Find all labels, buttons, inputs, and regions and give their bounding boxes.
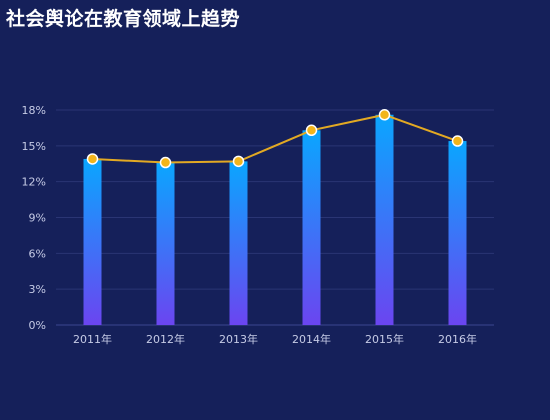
y-axis-tick-labels: 0% 3% 6% 9% 12% 15% 18%: [22, 104, 46, 332]
y-tick-label: 15%: [22, 140, 46, 153]
trend-marker-2015年: [378, 109, 391, 121]
y-tick-label: 12%: [22, 176, 46, 189]
trend-marker-2011年: [86, 153, 99, 165]
trend-marker-2013年: [232, 155, 245, 168]
x-tick-label: 2015年: [365, 332, 404, 346]
y-tick-label: 0%: [29, 319, 46, 332]
trend-marker-2016年: [451, 135, 464, 147]
chart-title: 社会舆论在教育领域上趋势: [6, 8, 241, 30]
trend-line-series: [92, 113, 458, 164]
trend-marker-2012年: [159, 156, 172, 169]
grid-lines: [56, 109, 494, 326]
y-tick-label: 9%: [29, 212, 46, 225]
trend-markers: [86, 109, 464, 169]
bar-2012年: [156, 162, 175, 325]
bar-2014年: [302, 130, 321, 325]
y-tick-label: 3%: [29, 283, 46, 296]
bar-2013年: [229, 161, 248, 325]
y-tick-label: 6%: [29, 247, 46, 260]
x-tick-label: 2012年: [146, 332, 185, 346]
x-tick-label: 2014年: [292, 332, 331, 346]
bar-2016年: [448, 141, 467, 325]
bar-2011年: [83, 158, 102, 325]
x-tick-label: 2013年: [219, 332, 258, 346]
x-axis-tick-labels: 2011年 2012年 2013年 2014年 2015年 2016年: [73, 332, 477, 346]
x-tick-label: 2011年: [73, 332, 112, 346]
trend-line: [92, 113, 458, 164]
trend-marker-2014年: [305, 124, 318, 137]
bars: [83, 114, 467, 326]
y-tick-label: 18%: [22, 104, 46, 117]
x-tick-label: 2016年: [438, 332, 477, 346]
bar-2015年: [375, 114, 394, 326]
